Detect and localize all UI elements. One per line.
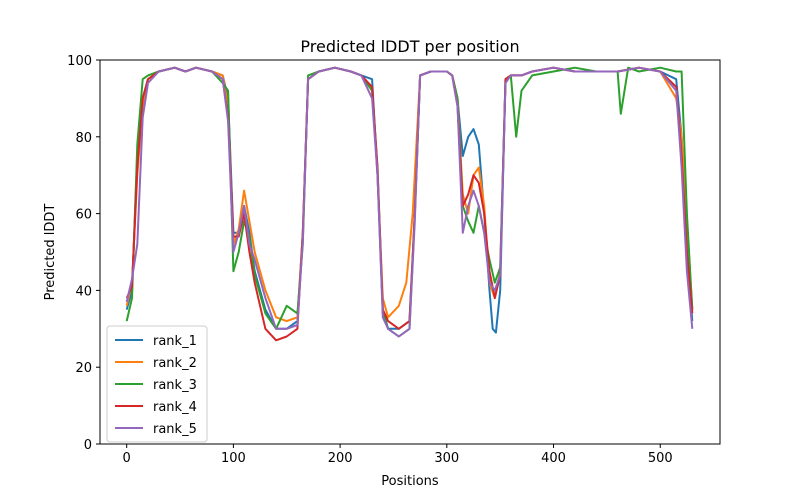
x-axis-ticks: 0 100 200 300 400 500 (123, 444, 673, 466)
y-tick-label: 100 (67, 54, 92, 69)
x-tick-label: 300 (434, 451, 459, 466)
series-lines (125, 66, 694, 342)
x-tick-label: 0 (123, 451, 131, 466)
y-tick-label: 0 (84, 438, 92, 453)
x-tick-label: 500 (648, 451, 673, 466)
legend-box (106, 325, 208, 443)
x-tick-label: 100 (221, 451, 246, 466)
legend-label-rank-2: rank_2 (153, 356, 197, 371)
y-tick-label: 60 (75, 208, 92, 223)
y-tick-label: 40 (75, 284, 92, 299)
x-tick-label: 400 (541, 451, 566, 466)
y-axis-ticks: 0 20 40 60 80 100 (67, 54, 100, 453)
chart-title: Predicted lDDT per position (300, 37, 519, 56)
x-tick-label: 200 (328, 451, 353, 466)
y-axis-label: Predicted lDDT (43, 204, 58, 301)
x-axis-label: Positions (381, 474, 439, 489)
legend-label-rank-1: rank_1 (153, 334, 197, 349)
legend-label-rank-5: rank_5 (153, 422, 197, 437)
legend-label-rank-4: rank_4 (153, 400, 197, 415)
legend: rank_1 rank_2 rank_3 rank_4 rank_5 (106, 325, 208, 443)
plot-frame (99, 59, 721, 445)
y-tick-label: 20 (75, 361, 92, 376)
series-line-rank-5 (125, 66, 694, 338)
y-tick-label: 80 (75, 131, 92, 146)
legend-label-rank-3: rank_3 (153, 378, 197, 393)
